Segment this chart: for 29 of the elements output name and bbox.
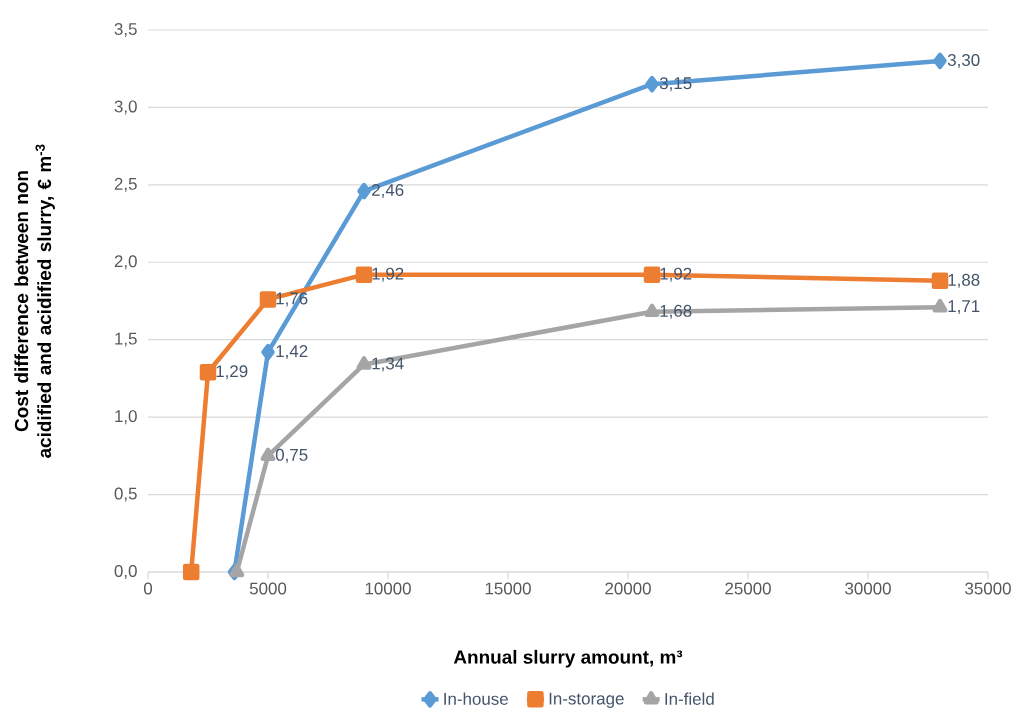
data-label: 1,71 bbox=[948, 300, 980, 315]
legend-label: In-storage bbox=[549, 692, 624, 708]
x-tick-label: 30000 bbox=[845, 582, 891, 595]
x-tick-label: 35000 bbox=[965, 582, 1011, 595]
x-axis-title: Annual slurry amount, m³ bbox=[453, 649, 683, 668]
data-label: 1,42 bbox=[276, 345, 308, 360]
y-tick-label: 3,5 bbox=[114, 22, 137, 37]
y-tick-label: 1,0 bbox=[115, 410, 137, 425]
data-label: 0,75 bbox=[275, 448, 308, 463]
y-tick-label: 0,0 bbox=[114, 564, 137, 579]
data-label: 1,29 bbox=[216, 365, 248, 380]
data-label: 1,34 bbox=[372, 357, 404, 372]
y-tick-label: 0,5 bbox=[114, 487, 137, 502]
y-tick-label: 2,0 bbox=[114, 255, 137, 270]
x-tick-label: 25000 bbox=[725, 582, 771, 595]
x-tick-label: 0 bbox=[143, 582, 153, 595]
legend-label: In-field bbox=[665, 692, 714, 705]
x-tick-label: 5000 bbox=[249, 582, 287, 595]
y-axis-title: Cost difference between non acidified and acidified slurry, € m$^{-3}$ bbox=[14, 144, 55, 458]
x-tick-label: 10000 bbox=[365, 582, 411, 595]
legend-label: In-house bbox=[444, 692, 508, 705]
x-tick-label: 20000 bbox=[605, 582, 651, 595]
y-tick-label: 2,5 bbox=[114, 177, 137, 192]
data-label: 2,46 bbox=[372, 184, 404, 199]
y-tick-label: 3,0 bbox=[114, 100, 137, 115]
data-label: 3,30 bbox=[947, 53, 980, 68]
x-tick-label: 15000 bbox=[485, 582, 531, 595]
data-label: 1,88 bbox=[948, 273, 980, 288]
y-tick-label: 1,5 bbox=[115, 332, 137, 347]
